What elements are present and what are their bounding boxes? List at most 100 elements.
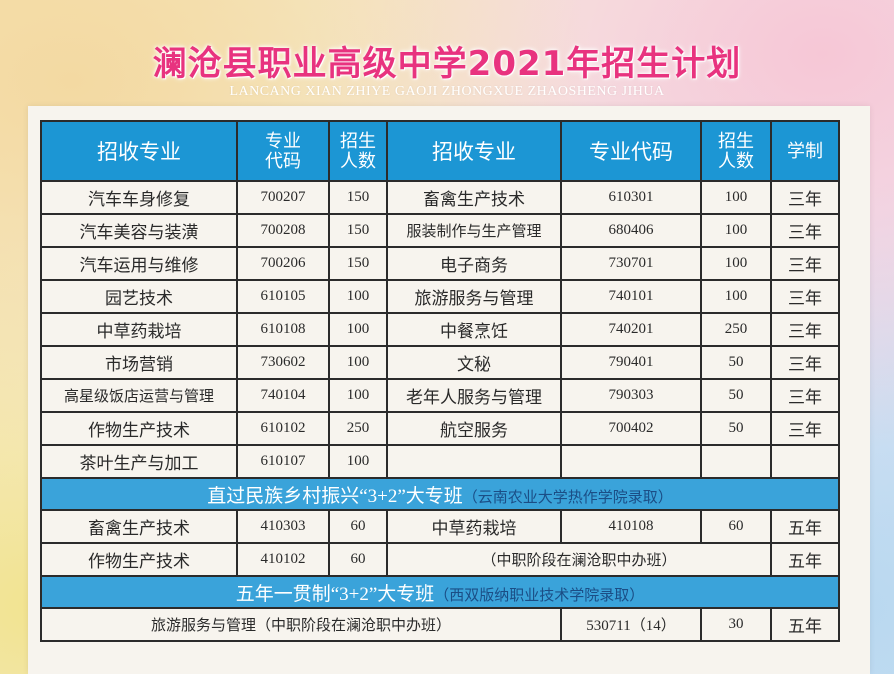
section-band-label: 直过民族乡村振兴“3+2”大专班: [207, 485, 463, 507]
table-row: 汽车车身修复 700207 150 畜禽生产技术 610301 100 三年: [40, 180, 840, 215]
code-cell: 700402: [560, 411, 702, 446]
major-cell: 作物生产技术: [40, 542, 238, 577]
empty-cell: [386, 444, 562, 479]
table-row: 旅游服务与管理（中职阶段在澜沧职中办班） 530711（14） 30 五年: [40, 607, 840, 642]
code-cell: 700206: [236, 246, 330, 281]
count-cell: 60: [328, 542, 388, 577]
code-cell: 610105: [236, 279, 330, 314]
major-cell: 中草药栽培: [40, 312, 238, 347]
empty-cell: [700, 444, 772, 479]
table-row: 汽车美容与装潢 700208 150 服装制作与生产管理 680406 100 …: [40, 213, 840, 248]
major-cell: 文秘: [386, 345, 562, 380]
code-cell: 790401: [560, 345, 702, 380]
header-count-line1: 招生: [340, 131, 376, 151]
enrollment-plan-table: 招收专业 专业 代码 招生 人数 招收专业 专业代码 招生 人数 学制 汽车车身修复 …: [40, 120, 840, 642]
count-cell: 50: [700, 378, 772, 413]
major-cell: 茶叶生产与加工: [40, 444, 238, 479]
code-cell: 730602: [236, 345, 330, 380]
count-cell: 100: [328, 279, 388, 314]
count-cell: 100: [700, 180, 772, 215]
header-count: 招生 人数: [328, 120, 388, 182]
class-location-note: （中职阶段在澜沧职中办班）: [386, 542, 772, 577]
major-cell: 汽车车身修复: [40, 180, 238, 215]
table-row: 作物生产技术 610102 250 航空服务 700402 50 三年: [40, 411, 840, 446]
major-cell: 旅游服务与管理（中职阶段在澜沧职中办班）: [40, 607, 562, 642]
section-band-five-year: 五年一贯制“3+2”大专班（西双版纳职业技术学院录取）: [40, 575, 840, 609]
count-cell: 150: [328, 246, 388, 281]
header-code-line1: 专业: [265, 131, 301, 151]
code-cell: 410108: [560, 509, 702, 544]
years-cell: 三年: [770, 378, 840, 413]
code-cell: 410303: [236, 509, 330, 544]
years-cell: 三年: [770, 411, 840, 446]
count-cell: 250: [328, 411, 388, 446]
years-cell: 三年: [770, 279, 840, 314]
code-cell: 610102: [236, 411, 330, 446]
section-band-rural-revitalization: 直过民族乡村振兴“3+2”大专班（云南农业大学热作学院录取）: [40, 477, 840, 511]
header-major: 招收专业: [40, 120, 238, 182]
table-row: 作物生产技术 410102 60 （中职阶段在澜沧职中办班） 五年: [40, 542, 840, 577]
header-code: 专业 代码: [236, 120, 330, 182]
count-cell: 50: [700, 345, 772, 380]
major-cell: 畜禽生产技术: [40, 509, 238, 544]
section-band-label: 五年一贯制“3+2”大专班: [235, 583, 435, 605]
major-cell: 航空服务: [386, 411, 562, 446]
code-cell: 740101: [560, 279, 702, 314]
major-cell: 旅游服务与管理: [386, 279, 562, 314]
major-cell: 高星级饭店运营与管理: [40, 378, 238, 413]
major-cell: 汽车运用与维修: [40, 246, 238, 281]
major-cell: 汽车美容与装潢: [40, 213, 238, 248]
code-cell: 740201: [560, 312, 702, 347]
table-row: 茶叶生产与加工 610107 100: [40, 444, 840, 479]
code-cell: 790303: [560, 378, 702, 413]
count-cell: 100: [700, 213, 772, 248]
header-code-line2: 代码: [265, 151, 301, 171]
table-row: 高星级饭店运营与管理 740104 100 老年人服务与管理 790303 50…: [40, 378, 840, 413]
years-cell: 五年: [770, 542, 840, 577]
count-cell: 100: [328, 444, 388, 479]
count-cell: 150: [328, 180, 388, 215]
code-cell: 530711（14）: [560, 607, 702, 642]
years-cell: 五年: [770, 509, 840, 544]
section-band-note: （云南农业大学热作学院录取）: [462, 489, 673, 506]
code-cell: 610108: [236, 312, 330, 347]
header-count2-line2: 人数: [718, 151, 754, 171]
table-row: 中草药栽培 610108 100 中餐烹饪 740201 250 三年: [40, 312, 840, 347]
code-cell: 740104: [236, 378, 330, 413]
section-band-note: （西双版纳职业技术学院录取）: [434, 587, 645, 604]
table-row: 汽车运用与维修 700206 150 电子商务 730701 100 三年: [40, 246, 840, 281]
header-major-2: 招收专业: [386, 120, 562, 182]
count-cell: 150: [328, 213, 388, 248]
header-code-2: 专业代码: [560, 120, 702, 182]
header-count-2: 招生 人数: [700, 120, 772, 182]
count-cell: 100: [328, 378, 388, 413]
years-cell: 三年: [770, 345, 840, 380]
count-cell: 60: [700, 509, 772, 544]
page-title: 澜沧县职业高级中学2021年招生计划: [152, 44, 742, 84]
header-count-line2: 人数: [340, 151, 376, 171]
section-band-cell: 五年一贯制“3+2”大专班（西双版纳职业技术学院录取）: [40, 575, 840, 609]
major-cell: 园艺技术: [40, 279, 238, 314]
major-cell: 服装制作与生产管理: [386, 213, 562, 248]
count-cell: 250: [700, 312, 772, 347]
major-cell: 中草药栽培: [386, 509, 562, 544]
count-cell: 60: [328, 509, 388, 544]
years-cell: 五年: [770, 607, 840, 642]
major-cell: 作物生产技术: [40, 411, 238, 446]
years-cell: 三年: [770, 246, 840, 281]
code-cell: 730701: [560, 246, 702, 281]
years-cell: 三年: [770, 180, 840, 215]
section-band-cell: 直过民族乡村振兴“3+2”大专班（云南农业大学热作学院录取）: [40, 477, 840, 511]
years-cell: 三年: [770, 213, 840, 248]
code-cell: 700208: [236, 213, 330, 248]
code-cell: 610301: [560, 180, 702, 215]
table-row: 市场营销 730602 100 文秘 790401 50 三年: [40, 345, 840, 380]
code-cell: 700207: [236, 180, 330, 215]
major-cell: 中餐烹饪: [386, 312, 562, 347]
header-years: 学制: [770, 120, 840, 182]
major-cell: 市场营销: [40, 345, 238, 380]
table-row: 畜禽生产技术 410303 60 中草药栽培 410108 60 五年: [40, 509, 840, 544]
years-cell: 三年: [770, 312, 840, 347]
count-cell: 50: [700, 411, 772, 446]
count-cell: 30: [700, 607, 772, 642]
